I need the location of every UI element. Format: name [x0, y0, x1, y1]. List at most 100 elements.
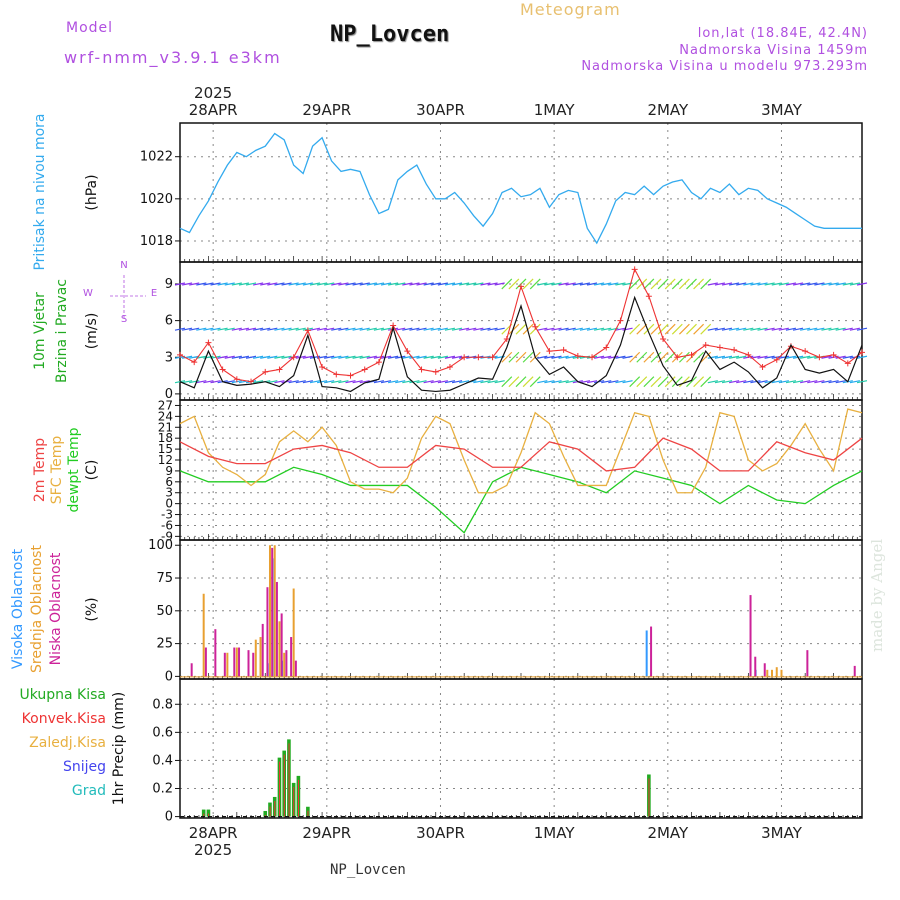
wind-arrow: [678, 278, 690, 290]
wind-arrow: [437, 282, 448, 286]
wind-arrow: [267, 355, 278, 359]
wind-arrow: [423, 282, 434, 286]
wind-arrow: [750, 282, 761, 286]
wind-arrow: [522, 351, 534, 363]
wind-arrow: [707, 355, 718, 359]
wind-arrow: [565, 380, 576, 384]
wind-arrow: [430, 380, 441, 384]
wind-arrow: [210, 380, 221, 384]
wind-arrow: [494, 380, 505, 384]
wind-arrow: [352, 327, 363, 331]
wind-plus-marker: [560, 346, 567, 353]
wind-arrow: [316, 282, 328, 286]
wind-arrow: [373, 380, 385, 384]
precip-conv-bar: [293, 786, 295, 817]
wind-arrow: [253, 380, 264, 384]
wind-arrow: [615, 327, 626, 331]
wind-arrow: [671, 278, 683, 290]
wind-arrow: [430, 327, 441, 331]
wind-arrow: [594, 282, 605, 286]
wind-arrow: [707, 380, 718, 384]
wind-arrow: [224, 355, 235, 359]
wind-plus-marker: [631, 266, 638, 273]
wind-arrow: [288, 282, 299, 286]
y-tick-label: -9: [161, 529, 173, 543]
wind-arrow: [842, 282, 853, 286]
wind-arrow: [480, 327, 491, 331]
wind-plus-marker: [219, 366, 226, 373]
wind-arrow: [189, 355, 200, 359]
wind-arrow: [444, 282, 456, 286]
wind-arrow: [373, 355, 385, 359]
y-tick-label: 0: [165, 497, 173, 511]
wind-arrow: [181, 355, 193, 359]
wind-plus-marker: [319, 364, 326, 371]
wind-arrow: [316, 380, 328, 384]
wind-arrow: [388, 282, 399, 286]
wind-plus-marker: [603, 344, 610, 351]
wind-arrow: [395, 282, 406, 286]
temp-side-label: dewpt Temp: [66, 427, 82, 512]
cloud-bar: [235, 647, 238, 677]
wind-arrow: [423, 355, 434, 359]
wind-plus-marker: [645, 293, 652, 300]
wind-plus-marker: [688, 351, 695, 358]
wind-arrow: [395, 355, 406, 359]
wind-arrow: [636, 351, 648, 363]
wind-plus-marker: [844, 360, 851, 367]
wind-arrow: [451, 355, 463, 359]
cloud-bar: [775, 667, 778, 677]
wind-arrow: [757, 327, 768, 331]
wind-arrow: [856, 282, 868, 286]
lonlat-label: lon,lat (18.84E, 42.4N): [697, 26, 868, 41]
y-tick-label: 100: [148, 538, 173, 553]
wind-arrow: [707, 282, 718, 286]
wind-arrow: [345, 327, 356, 331]
wind-arrow: [544, 327, 555, 331]
wind-arrow: [522, 278, 534, 290]
wind-arrow: [416, 355, 427, 359]
wind-arrow: [338, 355, 349, 359]
day-label-top: 29APR: [302, 101, 351, 119]
y-tick-label: 75: [156, 571, 173, 586]
wind-arrow: [792, 380, 804, 384]
wind-arrow: [451, 327, 463, 331]
cloud-bar: [266, 587, 269, 677]
wind-arrow: [629, 278, 641, 290]
wind-arrow: [181, 327, 193, 331]
wind-arrow: [629, 323, 641, 335]
y-tick-label: 3: [165, 350, 173, 365]
wind-plus-marker: [816, 354, 823, 361]
wind-arrow: [459, 380, 470, 384]
wind-arrow: [423, 327, 434, 331]
wind-arrow: [736, 327, 747, 331]
wind-arrow: [437, 327, 448, 331]
wind-arrow: [522, 376, 534, 388]
cloud-bar: [223, 652, 226, 677]
wind-arrow: [203, 282, 214, 286]
wind-arrow: [678, 323, 690, 335]
wind-arrow: [736, 282, 747, 286]
wind-arrow: [807, 380, 818, 384]
y-tick-label: -3: [161, 508, 173, 522]
wind-arrow: [693, 376, 705, 388]
cloud-bar: [247, 650, 250, 677]
wind-arrow: [643, 351, 655, 363]
station-title: NP_Lovcen: [330, 22, 450, 47]
wind-arrow: [253, 327, 264, 331]
wind-arrow: [686, 278, 697, 290]
cloud-side-label: Srednja Oblacnost: [29, 545, 45, 673]
wind-arrow: [657, 323, 669, 335]
wind-arrow: [729, 327, 740, 331]
cloud-bar: [754, 656, 757, 677]
wind-arrow: [366, 355, 377, 359]
wind-arrow: [245, 327, 257, 331]
wind-arrow: [430, 282, 441, 286]
wind-plus-marker: [432, 368, 439, 375]
wind-arrow: [643, 278, 655, 290]
temp-2m-line: [179, 437, 863, 472]
wind-plus-marker: [276, 366, 283, 373]
wind-arrow: [281, 282, 292, 286]
cloud-bar: [261, 623, 264, 677]
wind-arrow: [309, 282, 321, 286]
